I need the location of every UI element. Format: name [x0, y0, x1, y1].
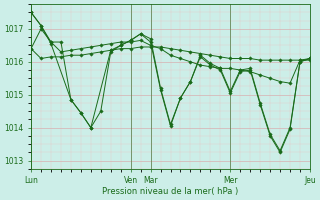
- X-axis label: Pression niveau de la mer( hPa ): Pression niveau de la mer( hPa ): [102, 187, 239, 196]
